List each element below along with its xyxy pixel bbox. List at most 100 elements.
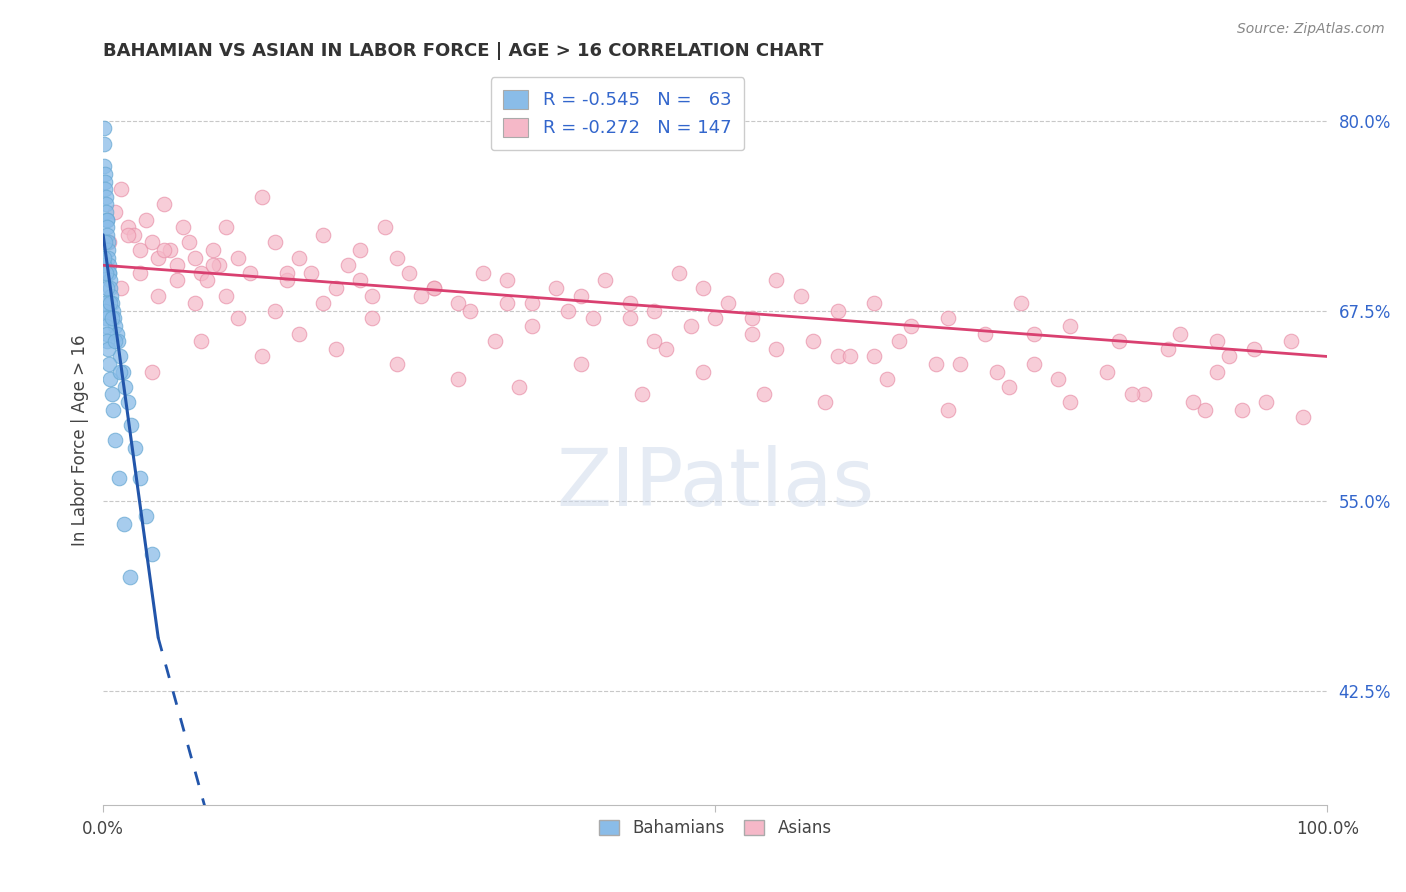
Point [239,266,262,280]
Point [105,326,128,341]
Point [94,197,117,211]
Point [226,251,249,265]
Text: ZIPatlas: ZIPatlas [557,445,875,523]
Point [546,281,568,295]
Point [93,167,115,181]
Point [94,182,117,196]
Point [619,296,641,310]
Point [692,365,714,379]
Point [153,243,176,257]
Point [148,251,170,265]
Point [263,304,285,318]
Point [924,357,946,371]
Point [100,296,122,310]
Point [122,227,145,242]
Point [202,258,225,272]
Point [110,350,132,364]
Point [104,433,127,447]
Point [93,296,115,310]
Point [1230,402,1253,417]
Point [96,205,118,219]
Point [325,342,347,356]
Point [741,326,763,341]
Point [94,311,117,326]
Point [110,281,132,295]
Point [936,402,959,417]
Point [93,251,115,265]
Point [1279,334,1302,349]
Point [876,372,898,386]
Point [557,304,579,318]
Point [97,251,120,265]
Point [398,266,420,280]
Point [184,296,207,310]
Point [94,190,117,204]
Point [1194,402,1216,417]
Point [104,319,127,334]
Point [96,334,118,349]
Point [208,258,231,272]
Point [325,281,347,295]
Point [184,251,207,265]
Point [128,471,150,485]
Point [97,342,120,356]
Point [103,311,125,326]
Point [1095,365,1118,379]
Point [104,205,127,219]
Point [839,350,862,364]
Point [754,387,776,401]
Point [496,296,519,310]
Point [98,357,121,371]
Point [202,243,225,257]
Point [949,357,972,371]
Point [496,273,519,287]
Point [96,220,118,235]
Point [643,334,665,349]
Point [1206,365,1229,379]
Point [226,311,249,326]
Point [582,311,605,326]
Point [936,311,959,326]
Point [94,175,117,189]
Point [117,395,139,409]
Legend: Bahamians, Asians: Bahamians, Asians [592,813,838,844]
Point [96,227,118,242]
Point [100,281,122,295]
Point [100,288,122,302]
Point [1059,319,1081,334]
Point [704,311,727,326]
Point [349,273,371,287]
Point [214,288,236,302]
Point [110,365,132,379]
Point [508,380,530,394]
Point [172,220,194,235]
Point [569,357,592,371]
Point [814,395,837,409]
Point [98,266,121,280]
Point [765,273,787,287]
Point [643,304,665,318]
Point [790,288,813,302]
Point [111,365,134,379]
Point [100,387,122,401]
Point [101,402,124,417]
Point [97,243,120,257]
Point [101,304,124,318]
Point [107,334,129,349]
Point [98,273,121,287]
Point [520,296,543,310]
Point [94,266,117,280]
Point [96,326,118,341]
Point [1256,395,1278,409]
Text: Source: ZipAtlas.com: Source: ZipAtlas.com [1237,22,1385,37]
Point [361,288,384,302]
Point [593,273,616,287]
Point [741,311,763,326]
Point [166,273,188,287]
Point [447,296,470,310]
Point [97,235,120,250]
Point [96,319,118,334]
Point [96,281,118,295]
Point [765,342,787,356]
Point [153,197,176,211]
